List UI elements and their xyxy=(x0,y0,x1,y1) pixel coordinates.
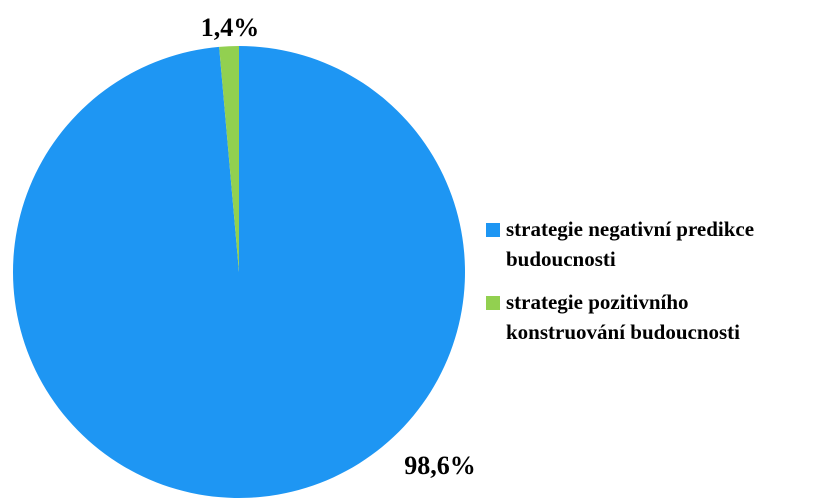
legend: strategie negativní predikce budoucnosti… xyxy=(486,214,806,360)
legend-label: strategie negativní predikce budoucnosti xyxy=(506,217,755,271)
legend-entry: strategie negativní predikce budoucnosti xyxy=(486,214,806,274)
legend-swatch xyxy=(486,296,500,310)
legend-swatch xyxy=(486,223,500,237)
data-label: 1,4% xyxy=(201,13,260,42)
pie-slice xyxy=(219,46,239,272)
legend-entry: strategie pozitivního konstruování budou… xyxy=(486,287,806,347)
pie-slice xyxy=(13,46,466,499)
legend-label: strategie pozitivního konstruování budou… xyxy=(506,290,741,344)
data-label: 98,6% xyxy=(404,451,476,480)
